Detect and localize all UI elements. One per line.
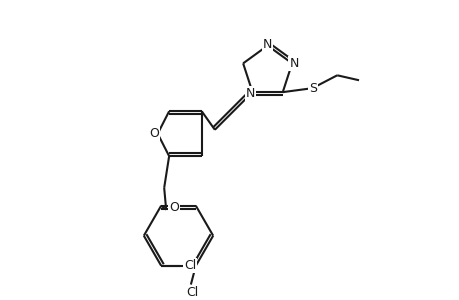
Text: N: N xyxy=(245,87,255,100)
Text: O: O xyxy=(148,127,158,140)
Text: S: S xyxy=(309,82,317,95)
Text: N: N xyxy=(289,57,298,70)
Text: Cl: Cl xyxy=(183,259,196,272)
Text: Cl: Cl xyxy=(186,286,199,299)
Text: N: N xyxy=(263,38,272,51)
Text: O: O xyxy=(169,201,179,214)
